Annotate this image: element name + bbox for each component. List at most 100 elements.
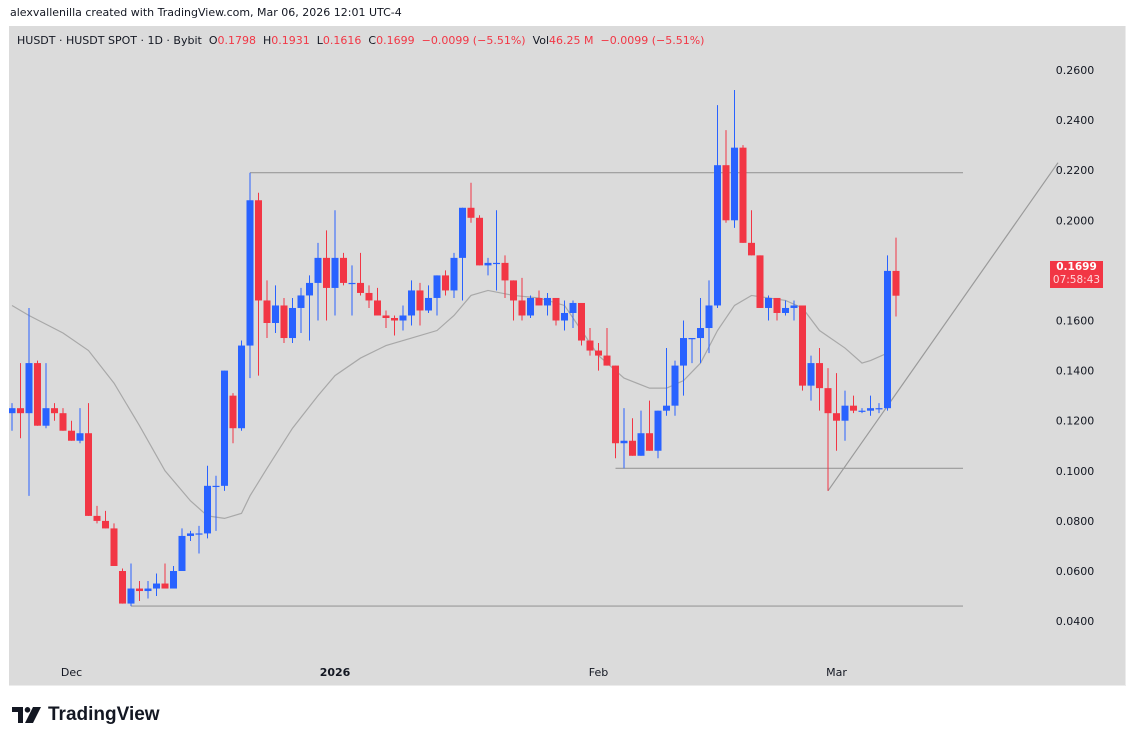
candle-body[interactable] bbox=[331, 257, 339, 288]
candle-body[interactable] bbox=[408, 290, 415, 316]
candle-body[interactable] bbox=[280, 305, 288, 339]
candle-body[interactable] bbox=[663, 405, 670, 411]
candle-body[interactable] bbox=[297, 295, 305, 308]
candle-body[interactable] bbox=[314, 257, 322, 283]
candle-body[interactable] bbox=[102, 520, 109, 529]
candle-body[interactable] bbox=[170, 571, 177, 589]
candle-body[interactable] bbox=[178, 535, 186, 571]
candle-body[interactable] bbox=[586, 340, 594, 351]
candle-body[interactable] bbox=[348, 282, 356, 285]
candle-body[interactable] bbox=[748, 242, 755, 256]
candle-body[interactable] bbox=[561, 312, 568, 321]
candle-body[interactable] bbox=[688, 338, 696, 340]
candle-body[interactable] bbox=[892, 270, 900, 296]
candle-body[interactable] bbox=[646, 433, 653, 451]
candle-body[interactable] bbox=[76, 433, 84, 441]
trend-line[interactable] bbox=[827, 162, 1059, 492]
candle-body[interactable] bbox=[68, 430, 75, 441]
candle-body[interactable] bbox=[391, 317, 398, 321]
candle-body[interactable] bbox=[119, 571, 126, 604]
candle-body[interactable] bbox=[637, 433, 645, 456]
candle-body[interactable] bbox=[51, 408, 58, 414]
symbol-info[interactable]: HUSDT · HUSDT SPOT · 1D · Bybit bbox=[17, 34, 202, 47]
candle-body[interactable] bbox=[867, 408, 874, 411]
candle-body[interactable] bbox=[697, 328, 704, 339]
candle-body[interactable] bbox=[374, 300, 381, 316]
candle-body[interactable] bbox=[722, 165, 730, 221]
candle-body[interactable] bbox=[552, 297, 560, 321]
candle-body[interactable] bbox=[501, 262, 509, 281]
candle-body[interactable] bbox=[629, 440, 636, 456]
candle-body[interactable] bbox=[484, 262, 492, 266]
candle-body[interactable] bbox=[858, 410, 866, 412]
candle-body[interactable] bbox=[510, 280, 517, 301]
candle-body[interactable] bbox=[93, 515, 101, 521]
candle-body[interactable] bbox=[340, 257, 347, 283]
candle-body[interactable] bbox=[127, 588, 135, 604]
candle-body[interactable] bbox=[59, 413, 67, 431]
candle-body[interactable] bbox=[153, 583, 160, 589]
candle-body[interactable] bbox=[654, 410, 662, 451]
candle-body[interactable] bbox=[790, 305, 798, 308]
candle-body[interactable] bbox=[187, 533, 194, 536]
candle-body[interactable] bbox=[42, 408, 50, 426]
candle-body[interactable] bbox=[365, 292, 373, 301]
candle-body[interactable] bbox=[450, 257, 458, 291]
candle-body[interactable] bbox=[238, 345, 245, 429]
candle-body[interactable] bbox=[246, 200, 254, 346]
candle-body[interactable] bbox=[204, 485, 211, 534]
candle-body[interactable] bbox=[221, 370, 228, 486]
candle-body[interactable] bbox=[433, 275, 441, 298]
candle-body[interactable] bbox=[884, 270, 891, 409]
candle-body[interactable] bbox=[756, 255, 764, 308]
candle-body[interactable] bbox=[263, 300, 271, 324]
candle-body[interactable] bbox=[17, 408, 24, 414]
candle-body[interactable] bbox=[731, 147, 738, 221]
candle-body[interactable] bbox=[603, 355, 611, 366]
candle-body[interactable] bbox=[595, 350, 602, 356]
candle-body[interactable] bbox=[110, 528, 118, 566]
candle-body[interactable] bbox=[620, 440, 628, 444]
candle-body[interactable] bbox=[833, 413, 840, 421]
chart-panel[interactable]: 0.26000.24000.22000.20000.18000.16000.14… bbox=[9, 26, 1126, 686]
candlestick-chart[interactable]: 0.26000.24000.22000.20000.18000.16000.14… bbox=[9, 26, 1125, 685]
candle-body[interactable] bbox=[807, 363, 815, 386]
candle-body[interactable] bbox=[467, 207, 475, 218]
candle-body[interactable] bbox=[25, 363, 33, 414]
candle-body[interactable] bbox=[144, 588, 152, 592]
candle-body[interactable] bbox=[680, 338, 687, 366]
candle-body[interactable] bbox=[527, 297, 534, 316]
candle-body[interactable] bbox=[459, 207, 466, 258]
candle-body[interactable] bbox=[739, 147, 747, 243]
candle-body[interactable] bbox=[799, 305, 806, 386]
candle-body[interactable] bbox=[714, 165, 721, 306]
candle-body[interactable] bbox=[85, 433, 92, 516]
candle-body[interactable] bbox=[442, 275, 449, 291]
candle-body[interactable] bbox=[841, 405, 849, 421]
candle-body[interactable] bbox=[34, 363, 41, 426]
tradingview-logo[interactable]: TradingView bbox=[12, 704, 160, 726]
candle-body[interactable] bbox=[773, 297, 781, 313]
candle-body[interactable] bbox=[272, 305, 279, 324]
candle-body[interactable] bbox=[824, 388, 832, 414]
candle-body[interactable] bbox=[493, 262, 500, 265]
candle-body[interactable] bbox=[476, 217, 483, 266]
candle-body[interactable] bbox=[357, 282, 364, 293]
candle-body[interactable] bbox=[382, 315, 390, 318]
candle-body[interactable] bbox=[195, 533, 203, 535]
candle-body[interactable] bbox=[875, 408, 883, 410]
candle-body[interactable] bbox=[229, 395, 237, 429]
candle-body[interactable] bbox=[255, 200, 262, 301]
candle-body[interactable] bbox=[399, 315, 407, 321]
candle-body[interactable] bbox=[9, 408, 16, 414]
candle-body[interactable] bbox=[306, 282, 313, 296]
candle-body[interactable] bbox=[765, 297, 772, 308]
candle-body[interactable] bbox=[535, 297, 543, 306]
candle-body[interactable] bbox=[136, 588, 143, 592]
candle-body[interactable] bbox=[289, 307, 296, 339]
candle-body[interactable] bbox=[518, 300, 526, 316]
candle-body[interactable] bbox=[425, 297, 432, 311]
candle-body[interactable] bbox=[212, 485, 220, 488]
candle-body[interactable] bbox=[161, 583, 169, 589]
candle-body[interactable] bbox=[569, 302, 577, 313]
